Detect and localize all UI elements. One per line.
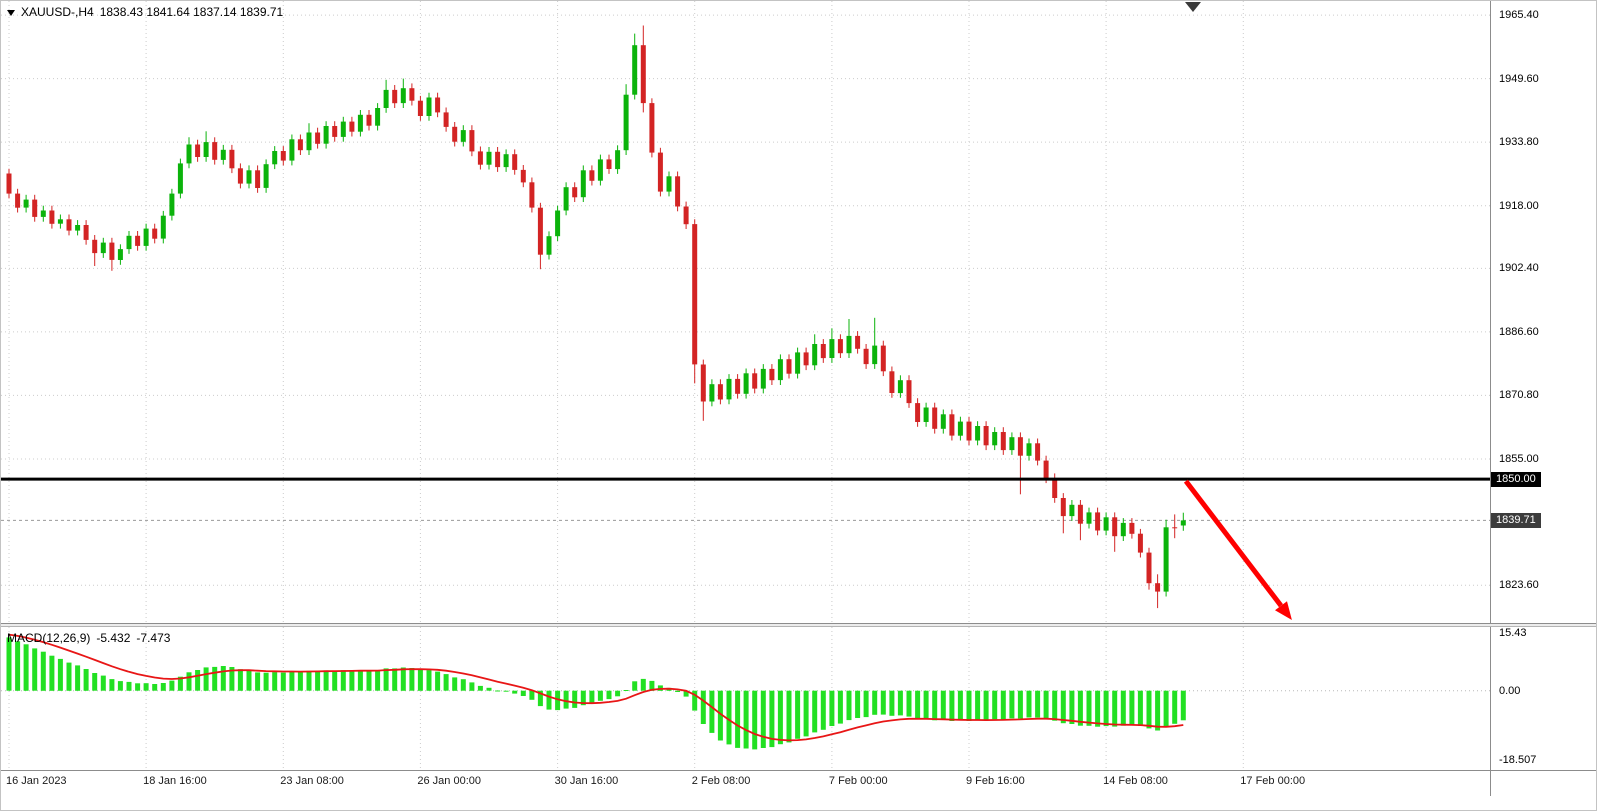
macd-title: MACD(12,26,9) <box>7 631 91 645</box>
price-chart-canvas[interactable] <box>1 1 1490 623</box>
level-price-badge: 1850.00 <box>1491 472 1541 488</box>
price-tick-label: 1933.80 <box>1499 136 1539 149</box>
price-axis[interactable]: 1850.00 1839.71 1965.40 1949.60 1933.80 191… <box>1490 1 1596 796</box>
time-tick-label: 16 Jan 2023 <box>6 775 67 787</box>
price-tick-label: 1965.40 <box>1499 9 1539 22</box>
indicator-tick-label: 15.43 <box>1499 627 1527 639</box>
macd-histogram <box>6 637 1186 750</box>
time-tick-label: 23 Jan 08:00 <box>280 775 344 787</box>
current-price-badge: 1839.71 <box>1491 513 1541 529</box>
panel-divider[interactable] <box>1 623 1596 627</box>
time-tick-label: 9 Feb 16:00 <box>966 775 1025 787</box>
time-tick-label: 14 Feb 08:00 <box>1103 775 1168 787</box>
symbol-period-label: XAUUSD-,H4 <box>21 5 94 19</box>
time-tick-label: 7 Feb 00:00 <box>828 775 888 787</box>
price-tick-label: 1855.00 <box>1499 453 1539 465</box>
expand-triangle-icon[interactable] <box>7 10 15 16</box>
main-chart[interactable] <box>1 1 1490 623</box>
macd-panel[interactable] <box>1 627 1490 770</box>
macd-header: MACD(12,26,9) -5.432 -7.473 <box>7 631 176 645</box>
time-tick-label: 26 Jan 00:00 <box>417 775 482 787</box>
indicator-tick-label: 0.00 <box>1499 684 1521 697</box>
chart-shift-marker-icon[interactable] <box>1185 2 1201 12</box>
price-tick-label: 1902.40 <box>1499 262 1539 275</box>
ohlc-values: 1838.43 1841.64 1837.14 1839.71 <box>99 5 284 19</box>
price-tick-label: 1870.80 <box>1499 389 1539 402</box>
time-axis-separator <box>1 770 1596 771</box>
chart-ohlc-header: XAUUSD-,H4 1838.43 1841.64 1837.14 1839.7… <box>7 5 289 19</box>
price-tick-label: 1949.60 <box>1499 72 1539 85</box>
trend-arrow-annotation[interactable] <box>1183 479 1292 620</box>
time-axis[interactable]: 16 Jan 2023 18 Jan 16:00 23 Jan 08:00 26 Ja… <box>1 770 1490 796</box>
time-tick-label: 18 Jan 16:00 <box>143 775 207 787</box>
macd-value: -5.432 <box>96 631 131 645</box>
indicator-tick-label: -18.507 <box>1499 754 1537 766</box>
price-tick-label: 1823.60 <box>1499 579 1539 592</box>
time-tick-label: 30 Jan 16:00 <box>554 775 619 787</box>
price-tick-label: 1918.00 <box>1499 199 1539 212</box>
macd-signal-line <box>8 633 1184 742</box>
candlesticks <box>6 25 1186 609</box>
price-tick-label: 1886.60 <box>1499 325 1539 338</box>
macd-chart-canvas[interactable] <box>1 627 1490 770</box>
time-tick-label: 17 Feb 00:00 <box>1240 775 1306 787</box>
time-tick-label: 2 Feb 08:00 <box>691 775 751 787</box>
macd-signal-value: -7.473 <box>136 631 171 645</box>
